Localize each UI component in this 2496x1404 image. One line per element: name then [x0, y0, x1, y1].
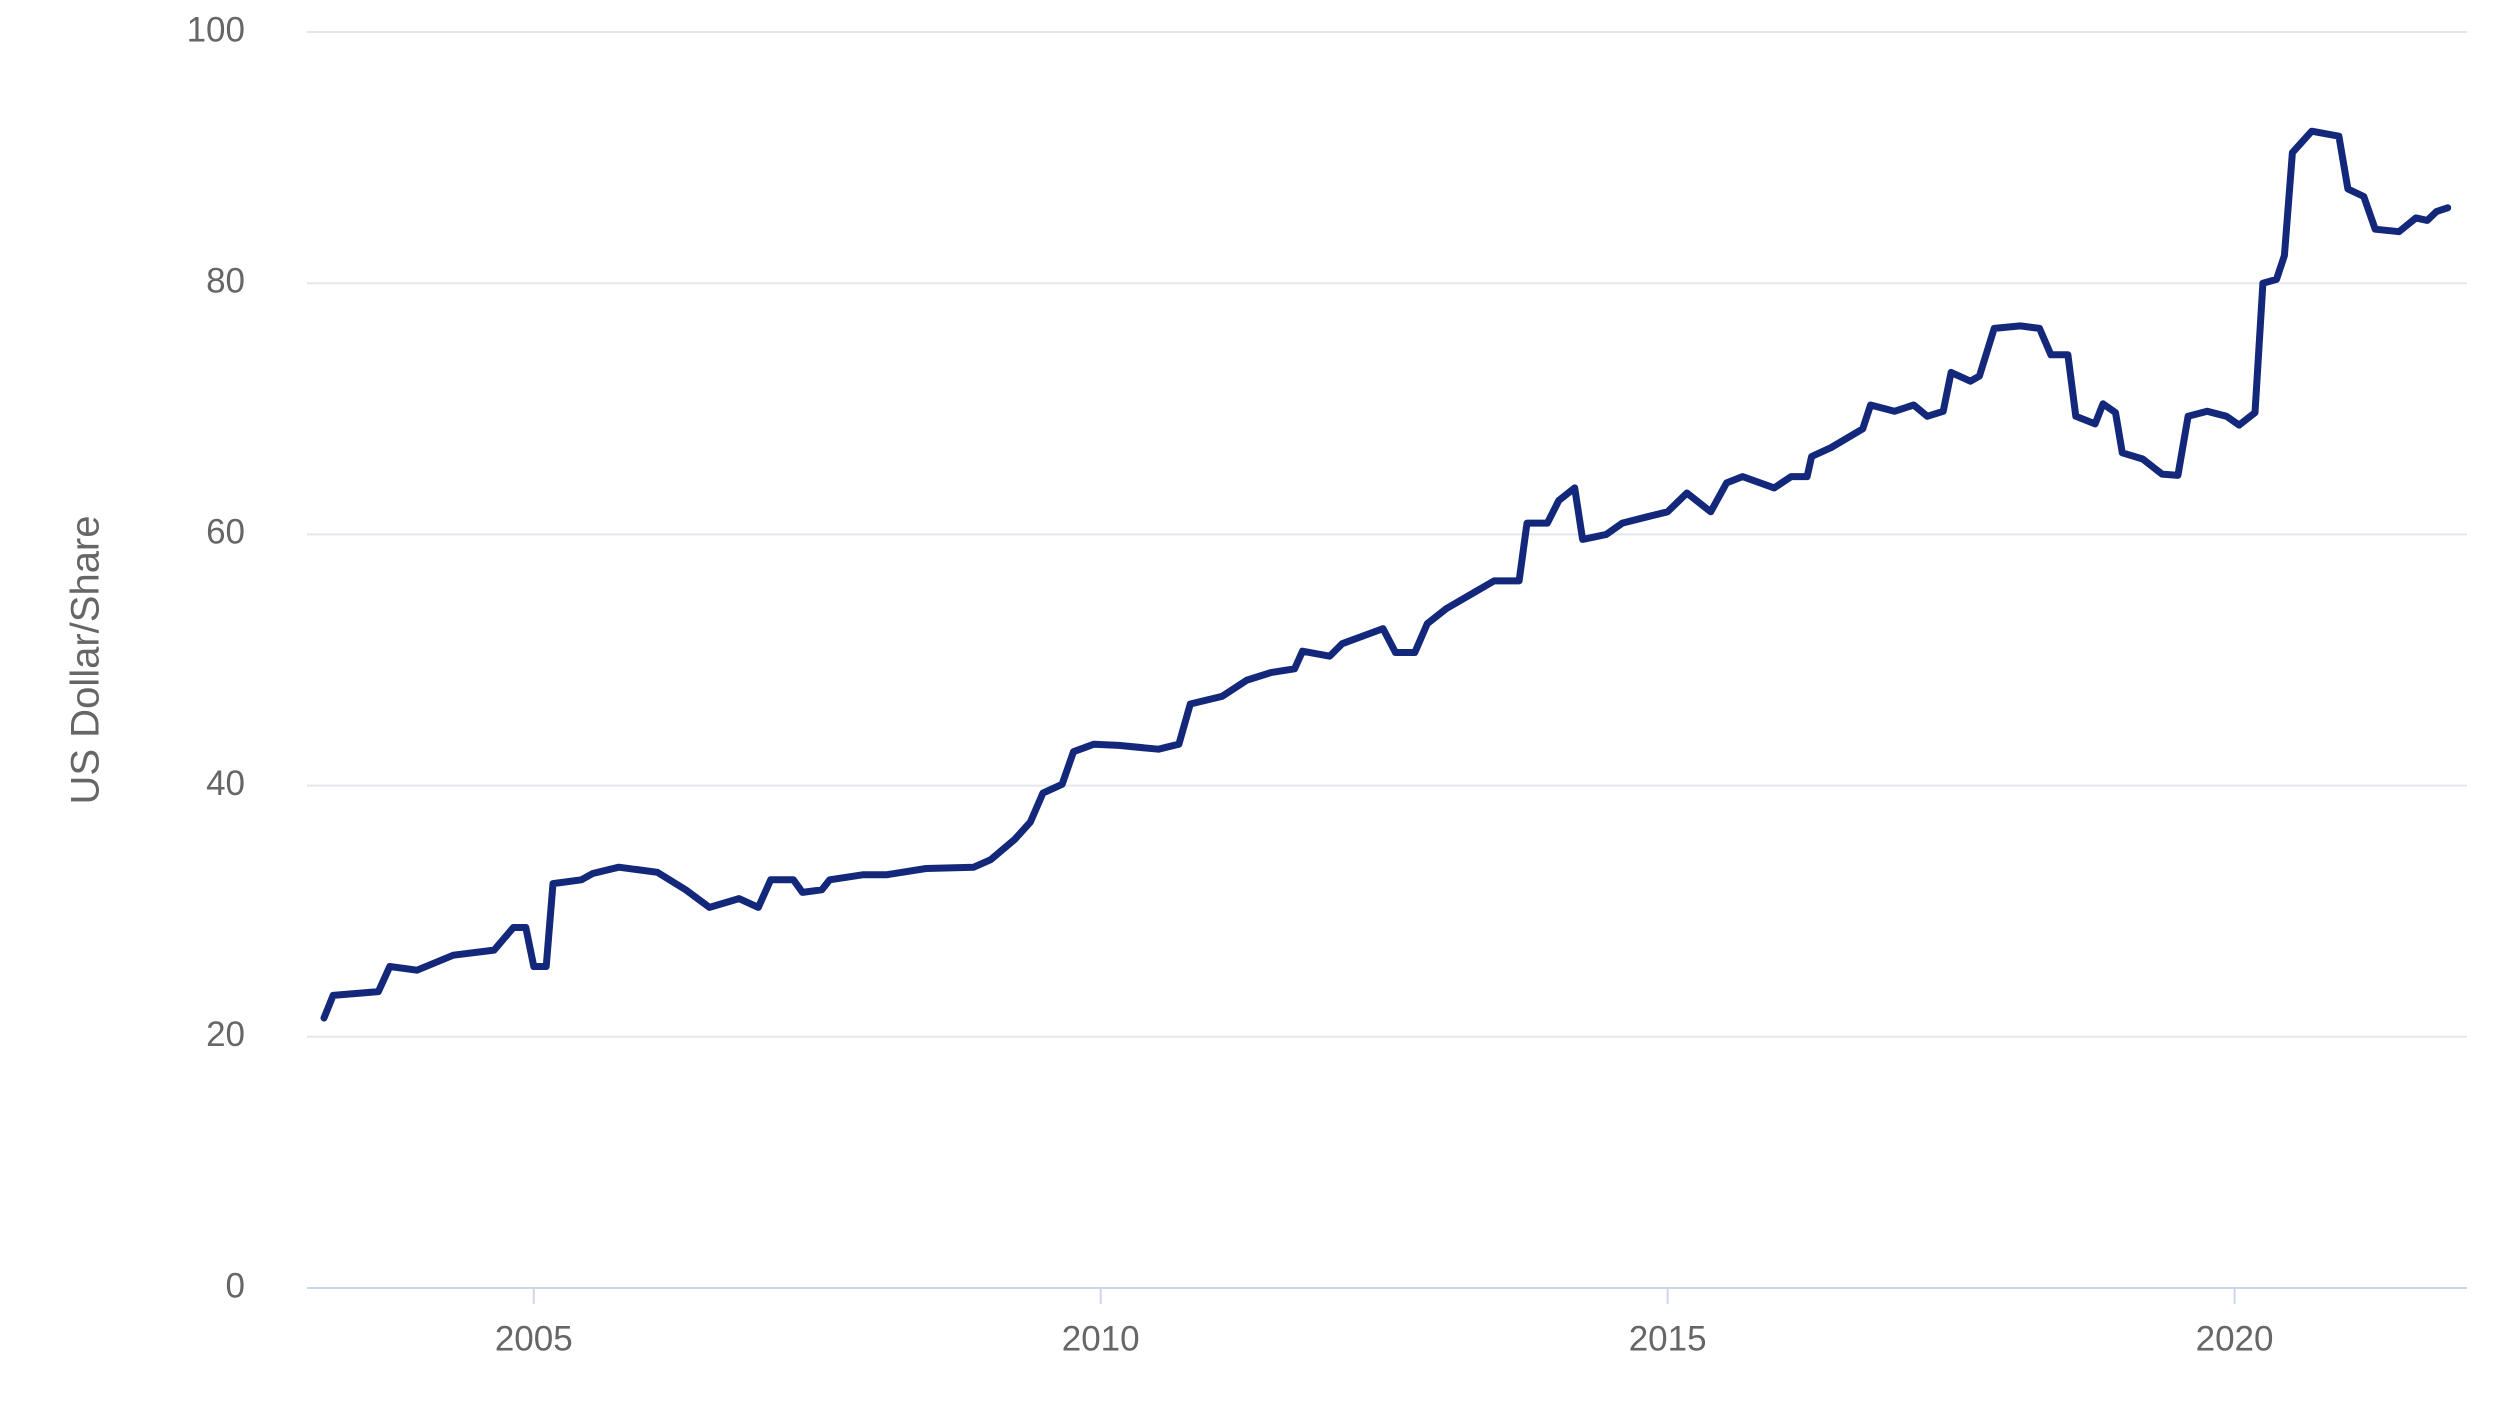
y-tick-label: 100 [187, 10, 245, 49]
data-line [320, 127, 2452, 1022]
y-tick-label: 0 [226, 1266, 245, 1305]
x-tick-label: 2015 [1629, 1319, 1707, 1358]
x-tick-label: 2005 [495, 1319, 573, 1358]
y-tick-label: 80 [206, 261, 245, 300]
y-tick-label: 20 [206, 1015, 245, 1054]
y-tick-label: 60 [206, 513, 245, 552]
x-tick-label: 2020 [2196, 1319, 2274, 1358]
y-axis-label: US Dollar/Share [64, 515, 108, 804]
y-tick-label: 40 [206, 764, 245, 803]
x-tick-label: 2010 [1062, 1319, 1140, 1358]
